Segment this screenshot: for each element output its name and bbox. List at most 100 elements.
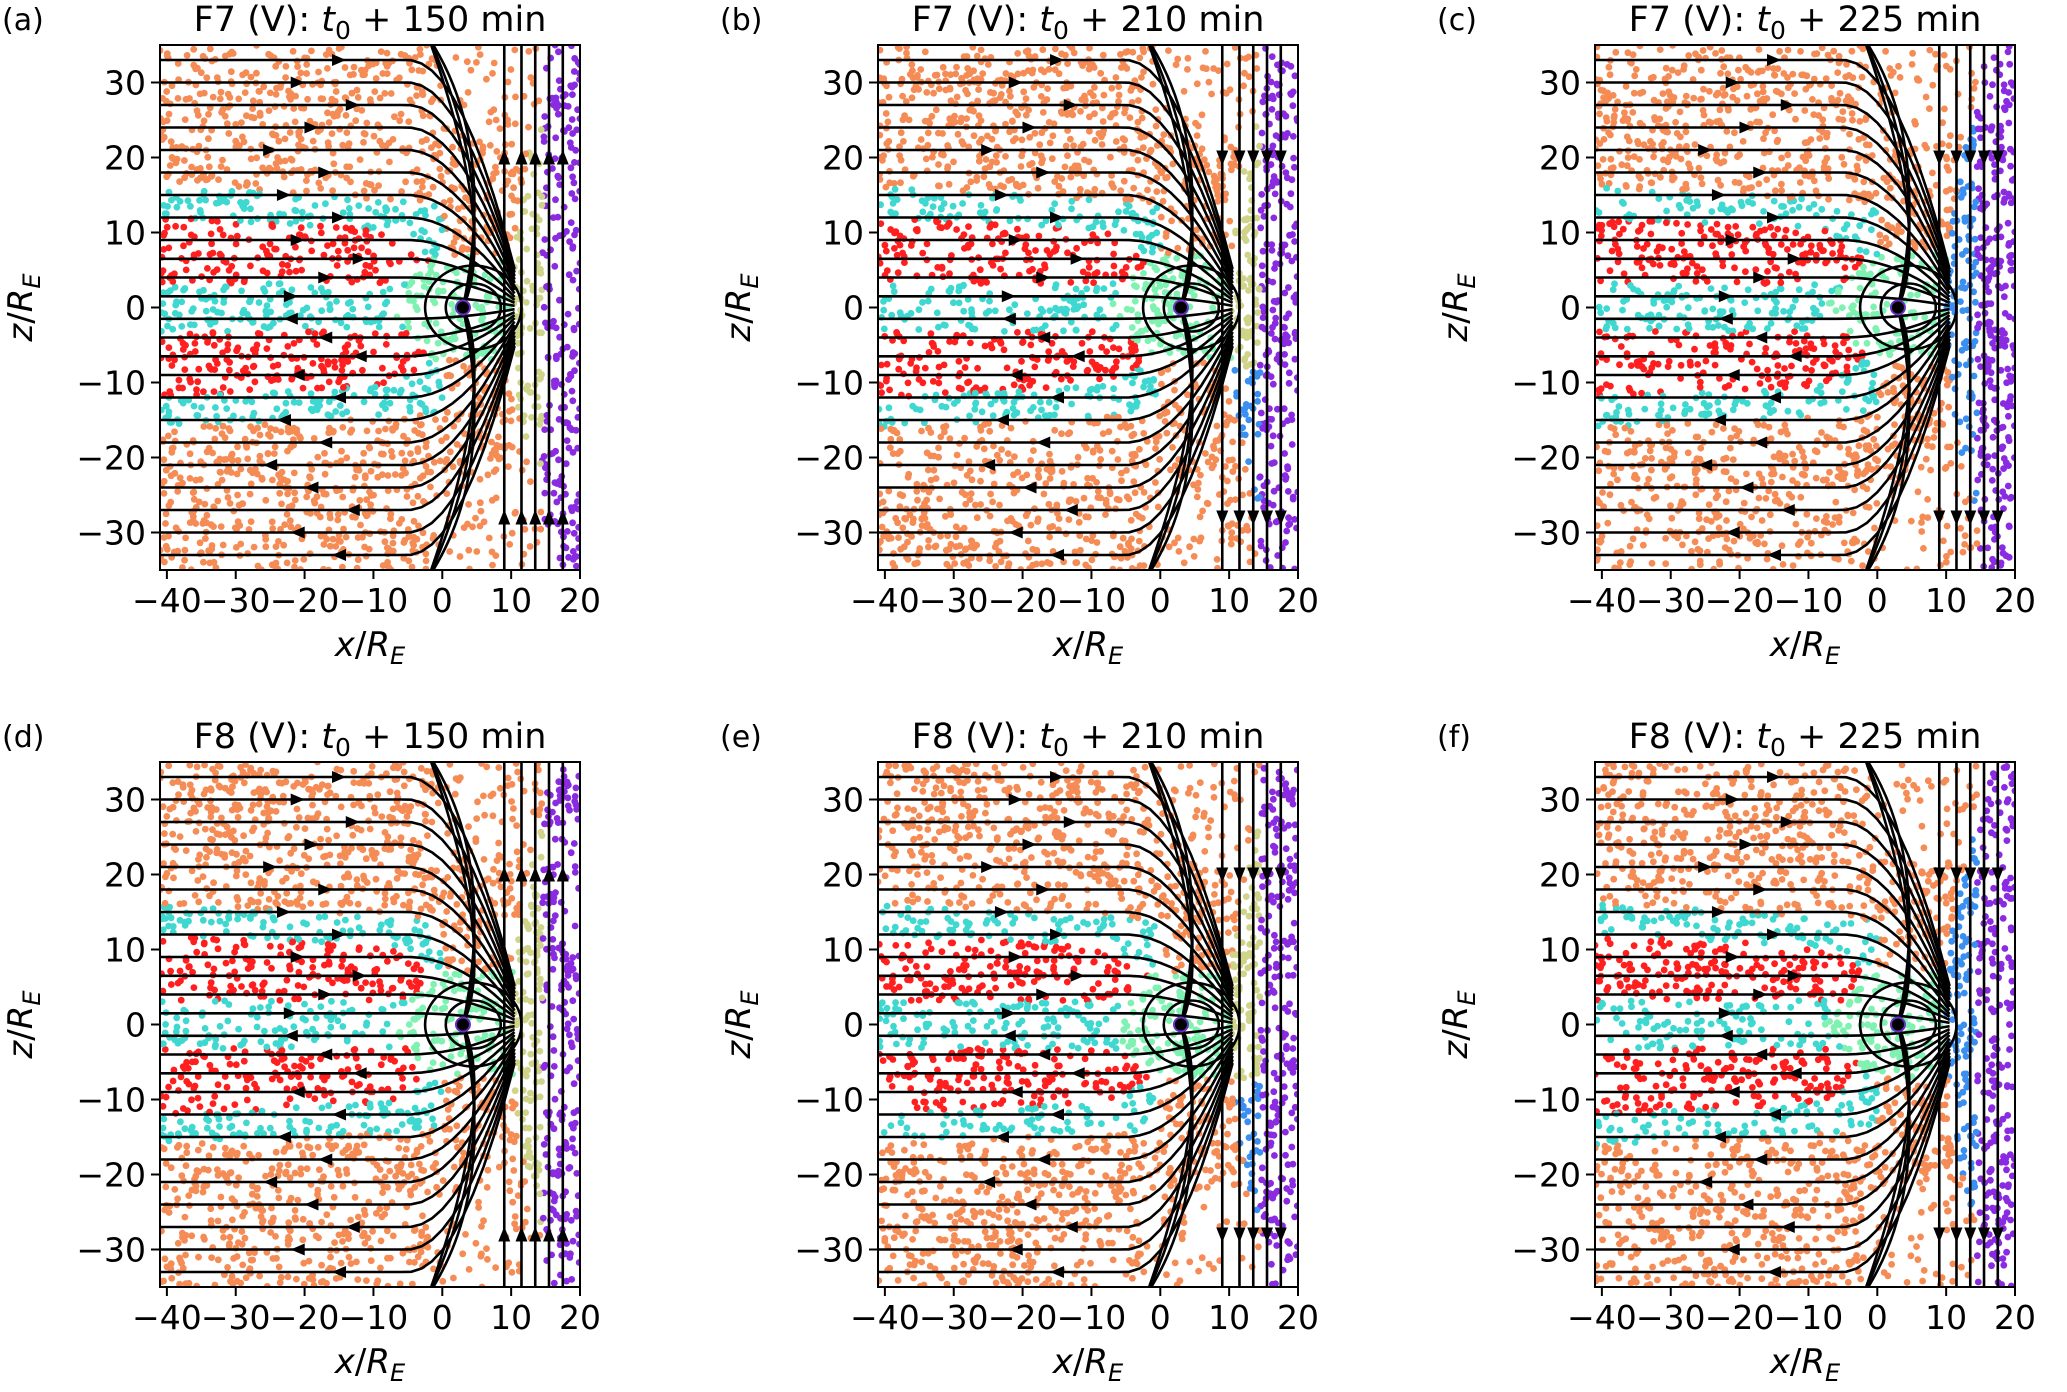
particle-point <box>417 474 424 482</box>
particle-point <box>187 231 195 239</box>
particle-point <box>401 457 409 465</box>
y-tick-label: 10 <box>104 214 146 253</box>
particle-point <box>988 158 996 166</box>
tail-field-line <box>160 314 516 358</box>
particle-point <box>332 408 340 415</box>
particle-point <box>1289 133 1297 140</box>
particle-point <box>1037 152 1045 160</box>
particle-point <box>1077 546 1084 554</box>
particle-point <box>1270 487 1278 495</box>
particle-point <box>365 205 372 212</box>
particle-point <box>1161 418 1169 425</box>
particle-point <box>537 126 545 134</box>
particle-point <box>541 426 549 433</box>
particle-point <box>1127 87 1135 94</box>
particle-point <box>1731 129 1738 137</box>
tail-field-line <box>160 126 516 280</box>
particle-point <box>1190 481 1197 489</box>
particle-point <box>1067 82 1075 90</box>
particle-point <box>291 496 299 504</box>
particle-point <box>556 181 564 189</box>
particle-point <box>1070 49 1078 57</box>
particle-point <box>506 211 514 218</box>
particle-point <box>978 135 985 143</box>
particle-point <box>192 476 200 484</box>
x-axis-label: x/RE <box>1052 625 1124 670</box>
particle-point <box>378 231 385 239</box>
particle-point <box>919 379 927 387</box>
particle-point <box>1100 91 1108 99</box>
particle-point <box>1985 288 1993 296</box>
particle-point <box>343 323 351 331</box>
particle-point <box>372 266 379 274</box>
particle-point <box>962 546 969 553</box>
particle-point <box>923 89 931 96</box>
particle-point <box>489 70 496 77</box>
particle-point <box>261 421 269 429</box>
tail-field-line <box>160 295 515 308</box>
particle-point <box>382 425 389 433</box>
particle-point <box>389 136 397 143</box>
particle-point <box>971 389 979 397</box>
particle-point <box>1180 87 1188 95</box>
particle-point <box>1094 488 1102 495</box>
particle-point <box>1037 66 1045 74</box>
particle-point <box>1140 68 1147 76</box>
particle-point <box>194 378 202 386</box>
particle-point <box>356 496 364 504</box>
particle-point <box>955 357 963 365</box>
particle-point <box>364 303 372 311</box>
particle-point <box>1014 70 1022 78</box>
particle-point <box>505 463 512 470</box>
particle-point <box>1130 184 1138 192</box>
particle-point <box>186 95 193 102</box>
particle-point <box>162 402 170 410</box>
particle-point <box>364 248 372 256</box>
particle-point <box>569 244 577 252</box>
particle-point <box>250 114 258 122</box>
particle-point <box>263 247 270 255</box>
particle-point <box>318 384 326 392</box>
particle-point <box>1115 208 1122 216</box>
x-tick-label: −10 <box>339 581 409 620</box>
particle-point <box>401 281 408 288</box>
particle-point <box>266 240 274 248</box>
axes-frame <box>877 44 1299 571</box>
particle-point <box>511 224 519 232</box>
x-tick-label: −20 <box>270 581 340 620</box>
particle-point <box>1231 45 1239 51</box>
particle-point <box>565 271 573 279</box>
particle-point <box>1006 306 1013 314</box>
particle-point <box>1030 326 1037 334</box>
particle-point <box>1887 463 1895 470</box>
particle-point <box>985 419 992 427</box>
particle-point <box>213 412 221 420</box>
particle-point <box>571 195 579 203</box>
y-tick-label: 10 <box>822 214 864 253</box>
particle-point <box>1225 522 1233 530</box>
particle-point <box>297 434 304 442</box>
panel-label: (a) <box>2 3 44 38</box>
particle-point <box>331 388 339 396</box>
y-tick-label: 30 <box>104 64 146 103</box>
particle-point <box>417 421 424 429</box>
particle-point <box>303 61 311 68</box>
particle-point <box>515 364 522 372</box>
particle-point <box>936 182 943 190</box>
particle-point <box>923 240 931 248</box>
particle-point <box>1068 400 1075 408</box>
field-arrow <box>1216 150 1229 166</box>
particle-point <box>1767 383 1775 391</box>
particle-point <box>270 376 278 383</box>
particle-point <box>506 234 514 242</box>
particle-point <box>903 49 910 57</box>
particle-point <box>363 427 371 435</box>
particle-point <box>418 178 426 185</box>
particle-point <box>1045 500 1053 508</box>
particle-point <box>1072 285 1080 293</box>
particle-point <box>1759 88 1767 96</box>
particle-point <box>1171 462 1179 470</box>
field-arrow <box>290 234 305 246</box>
particle-point <box>944 142 951 149</box>
particle-point <box>239 202 247 210</box>
